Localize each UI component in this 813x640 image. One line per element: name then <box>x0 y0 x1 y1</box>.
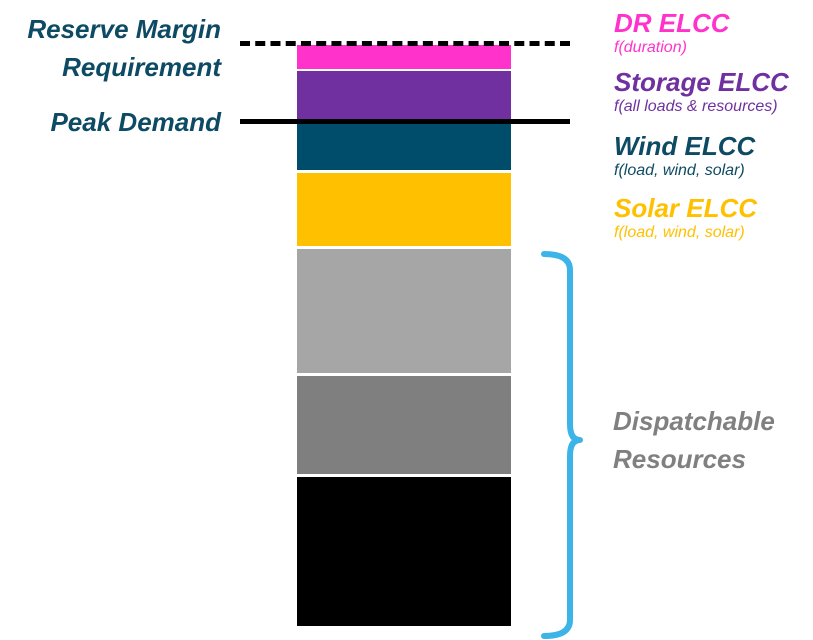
wind-elcc-label: Wind ELCC f(load, wind, solar) <box>614 131 755 180</box>
segment-solar <box>297 173 511 246</box>
segment-dr <box>297 45 511 69</box>
solar-elcc-title: Solar ELCC <box>614 193 758 223</box>
reserve-margin-line-2: Requirement <box>62 52 221 82</box>
dispatchable-resources-label: Dispatchable Resources <box>613 406 775 474</box>
elcc-stack-diagram: Reserve Margin Requirement Peak Demand D… <box>27 8 789 639</box>
reserve-margin-label: Reserve Margin Requirement <box>27 14 221 82</box>
segment-wind <box>297 121 511 170</box>
wind-elcc-subtitle: f(load, wind, solar) <box>614 162 745 179</box>
dr-elcc-label: DR ELCC f(duration) <box>614 8 730 57</box>
solar-elcc-label: Solar ELCC f(load, wind, solar) <box>614 193 757 242</box>
storage-elcc-title: Storage ELCC <box>614 67 789 97</box>
wind-elcc-title: Wind ELCC <box>614 131 756 161</box>
dispatchable-brace <box>541 251 583 639</box>
solar-elcc-subtitle: f(load, wind, solar) <box>614 224 745 241</box>
storage-elcc-label: Storage ELCC f(all loads & resources) <box>614 67 789 116</box>
segment-dispatchable-dark <box>297 477 511 626</box>
dr-elcc-subtitle: f(duration) <box>614 39 687 56</box>
reserve-margin-line-1: Reserve Margin <box>27 14 221 44</box>
dr-elcc-title: DR ELCC <box>614 8 730 38</box>
storage-elcc-subtitle: f(all loads & resources) <box>614 98 778 115</box>
dispatchable-line-2: Resources <box>613 444 746 474</box>
reserve-margin-line <box>240 41 570 46</box>
segment-dispatchable-mid <box>297 376 511 474</box>
segment-storage <box>297 71 511 121</box>
peak-demand-label: Peak Demand <box>50 107 221 137</box>
dispatchable-line-1: Dispatchable <box>613 406 775 436</box>
peak-demand-line <box>240 119 570 124</box>
segment-dispatchable-light <box>297 249 511 373</box>
